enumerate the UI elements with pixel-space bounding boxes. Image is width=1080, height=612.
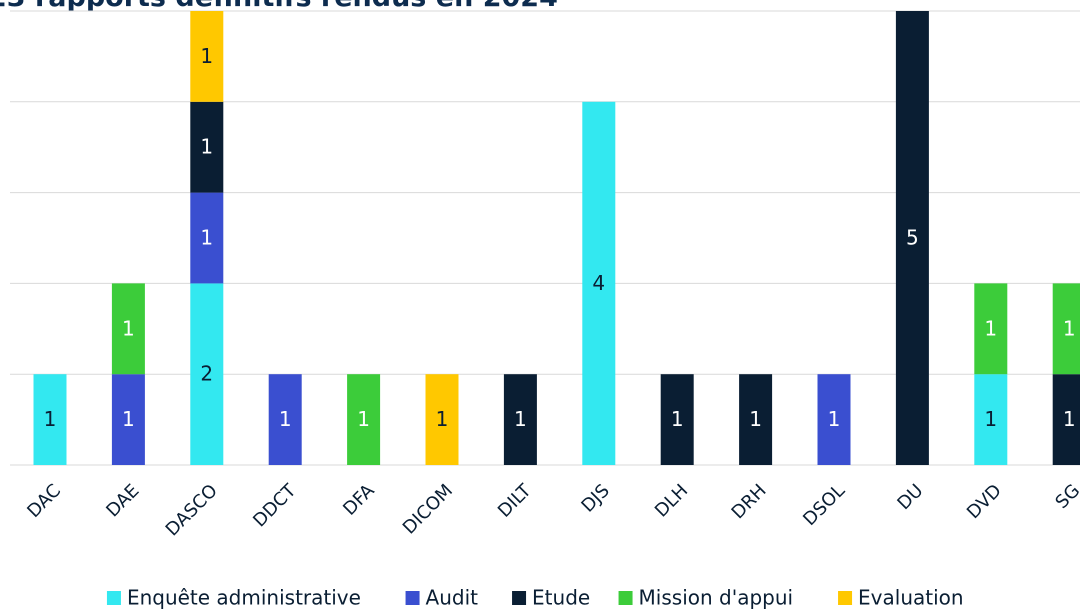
bar-segment bbox=[111, 374, 145, 465]
x-tick-label: DLH bbox=[651, 480, 692, 521]
bar-segment bbox=[347, 374, 381, 465]
legend-swatch bbox=[405, 591, 420, 605]
x-tick-label: DASCO bbox=[162, 480, 222, 540]
legend-swatch bbox=[618, 591, 633, 605]
data-label: 1 bbox=[1063, 407, 1076, 431]
bar-segment bbox=[817, 374, 851, 465]
x-tick-label: DICOM bbox=[399, 480, 457, 538]
data-label: 1 bbox=[984, 407, 997, 431]
data-label: 1 bbox=[436, 407, 449, 431]
bar-segment bbox=[268, 374, 302, 465]
data-label: 1 bbox=[200, 226, 213, 250]
bar-segment bbox=[974, 374, 1008, 465]
data-label: 1 bbox=[44, 407, 57, 431]
legend-swatch bbox=[512, 591, 527, 605]
chart-title: 23 rapports définitifs rendus en 2024 bbox=[0, 0, 558, 13]
data-label: 1 bbox=[122, 407, 135, 431]
data-label: 1 bbox=[984, 316, 997, 340]
legend-label: Mission d'appui bbox=[639, 586, 794, 610]
legend-label: Enquête administrative bbox=[127, 586, 361, 610]
bar-segment bbox=[190, 283, 224, 465]
bar-segment bbox=[190, 192, 224, 284]
x-tick-label: DSOL bbox=[799, 480, 849, 530]
bar-segment bbox=[582, 101, 616, 466]
x-tick-label: DVD bbox=[963, 480, 1006, 523]
data-label: 1 bbox=[122, 316, 135, 340]
x-tick-label: DFA bbox=[339, 480, 379, 520]
bar-segment bbox=[974, 283, 1008, 375]
legend-label: Etude bbox=[532, 586, 590, 610]
x-tick-label: DDCT bbox=[249, 480, 301, 532]
data-label: 1 bbox=[514, 407, 527, 431]
x-tick-label: SG bbox=[1051, 480, 1080, 513]
data-label: 1 bbox=[279, 407, 292, 431]
x-tick-label: DILT bbox=[494, 480, 536, 522]
x-tick-label: DAC bbox=[23, 480, 65, 522]
bar-segment bbox=[425, 374, 459, 465]
bar-segment bbox=[190, 101, 224, 193]
data-label: 1 bbox=[200, 135, 213, 159]
data-label: 1 bbox=[749, 407, 762, 431]
data-label: 1 bbox=[671, 407, 684, 431]
bar-segment bbox=[1052, 283, 1080, 375]
legend-swatch bbox=[106, 591, 121, 605]
bar-segment bbox=[190, 11, 224, 102]
x-tick-label: DRH bbox=[728, 480, 771, 523]
x-tick-label: DAE bbox=[102, 480, 143, 521]
bar-segment bbox=[1052, 374, 1080, 465]
legend-label: Audit bbox=[426, 586, 479, 610]
bar-segment bbox=[895, 11, 929, 465]
data-label: 4 bbox=[592, 271, 605, 295]
x-tick-label: DJS bbox=[577, 480, 613, 516]
bar-segment bbox=[111, 283, 145, 375]
bar-segment bbox=[33, 374, 67, 465]
data-label: 1 bbox=[200, 44, 213, 68]
data-label: 1 bbox=[828, 407, 841, 431]
legend-swatch bbox=[838, 591, 853, 605]
bar-segment bbox=[739, 374, 773, 465]
data-label: 5 bbox=[906, 226, 919, 250]
x-tick-label: DU bbox=[893, 480, 927, 514]
data-label: 1 bbox=[357, 407, 370, 431]
data-label: 1 bbox=[1063, 316, 1076, 340]
data-label: 2 bbox=[200, 362, 213, 386]
bar-segment bbox=[503, 374, 537, 465]
bar-segment bbox=[660, 374, 694, 465]
legend-label: Evaluation bbox=[858, 586, 964, 610]
